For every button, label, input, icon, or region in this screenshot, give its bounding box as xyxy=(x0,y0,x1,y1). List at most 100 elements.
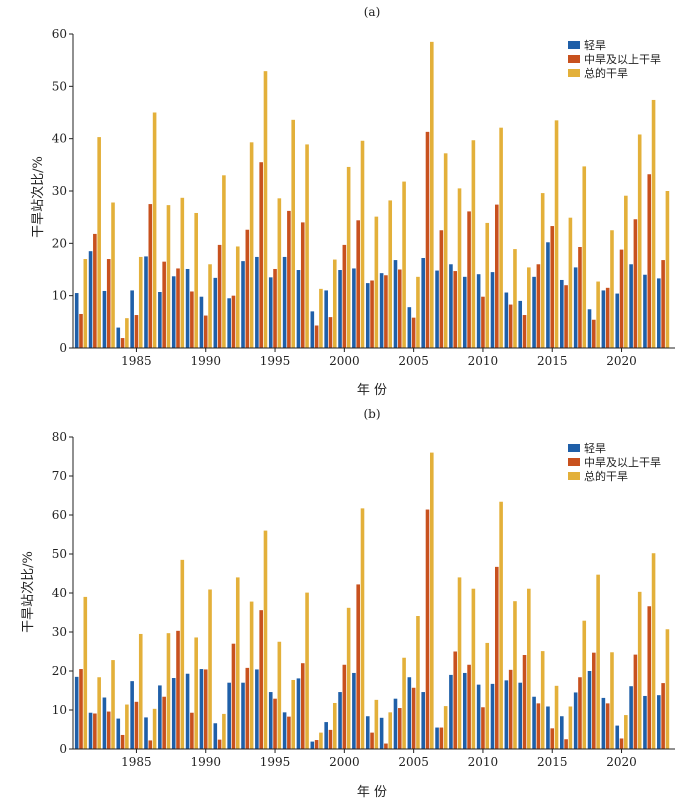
bar-3-2010 xyxy=(485,642,490,749)
bar-1-1982 xyxy=(88,712,93,749)
bar-3-2022 xyxy=(651,553,656,749)
chart-panel-b: (b) 0 10 20 30 40 50 60 70 80 1985 1990 1995 2000 200… xyxy=(20,407,675,800)
bar-2-1988 xyxy=(176,630,180,749)
bar-1-2020 xyxy=(615,725,620,749)
bar-3-2005 xyxy=(416,616,420,749)
legend-swatch-1 xyxy=(568,41,580,49)
bar-3-1981 xyxy=(83,596,88,749)
bar-1-1989 xyxy=(185,268,190,348)
bar-3-2023 xyxy=(665,629,670,749)
bar-3-1994 xyxy=(263,71,268,348)
bar-2-1999 xyxy=(328,729,333,749)
bar-3-1989 xyxy=(194,212,198,348)
bar-2-1993 xyxy=(245,229,250,348)
bar-1-1994 xyxy=(255,669,259,749)
bar-2-1988 xyxy=(176,268,180,348)
bar-2-2023 xyxy=(661,683,665,749)
bar-3-2021 xyxy=(637,134,642,348)
bar-3-2020 xyxy=(624,195,628,348)
bar-3-2015 xyxy=(554,685,559,749)
bar-2-1993 xyxy=(245,667,250,749)
bar-1-2015 xyxy=(546,242,550,348)
bar-1-2006 xyxy=(421,257,425,348)
bar-2-2015 xyxy=(550,226,555,348)
bar-1-2023 xyxy=(657,278,661,348)
bar-1-1999 xyxy=(324,722,328,749)
bar-3-2006 xyxy=(430,452,434,749)
bar-1-2002 xyxy=(365,716,370,749)
bar-1-1984 xyxy=(116,718,121,749)
bar-1-2013 xyxy=(518,300,523,348)
bar-2-1984 xyxy=(120,338,125,348)
bar-1-2013 xyxy=(518,682,523,749)
bar-2-1991 xyxy=(217,739,222,749)
bar-1-2002 xyxy=(365,283,370,348)
bar-2-1989 xyxy=(190,291,194,348)
bar-3-2009 xyxy=(471,140,476,348)
bar-2-2000 xyxy=(342,244,347,348)
bar-3-1983 xyxy=(111,660,115,749)
bar-2-2017 xyxy=(578,677,582,749)
y-tick-label: 10 xyxy=(52,703,67,717)
bar-2-2002 xyxy=(370,280,374,348)
bar-1-2019 xyxy=(601,290,606,348)
y-tick-label: 30 xyxy=(52,625,67,639)
bar-1-2012 xyxy=(504,292,509,348)
bar-1-2022 xyxy=(643,274,647,348)
bar-1-1995 xyxy=(268,277,273,348)
bar-2-2015 xyxy=(550,728,555,749)
bar-1-2009 xyxy=(462,672,467,749)
legend-swatch-3 xyxy=(568,472,580,480)
y-tick-label: 0 xyxy=(59,742,67,756)
bar-1-2022 xyxy=(643,695,647,749)
bar-1-1999 xyxy=(324,290,328,348)
bar-2-2009 xyxy=(467,664,471,749)
bar-1-1994 xyxy=(255,256,259,348)
bars-b xyxy=(74,452,670,749)
bar-2-2004 xyxy=(397,269,402,348)
legend-label-1: 轻旱 xyxy=(584,441,606,455)
bar-2-1997 xyxy=(300,222,305,348)
bar-2-2021 xyxy=(633,654,638,749)
bar-3-1990 xyxy=(208,589,212,749)
bar-1-2001 xyxy=(352,672,356,749)
bar-2-1982 xyxy=(93,713,97,749)
bar-2-1987 xyxy=(162,261,166,348)
bar-1-1985 xyxy=(130,681,134,749)
bar-2-2022 xyxy=(647,174,652,348)
ticks-a: 0 10 20 30 40 50 60 1985 1990 1995 2000 2005 2010 201… xyxy=(52,27,637,368)
bar-3-2009 xyxy=(471,588,476,749)
bar-1-2005 xyxy=(407,307,412,348)
y-tick-label: 30 xyxy=(52,184,67,198)
bar-3-2023 xyxy=(665,191,670,348)
bar-2-1992 xyxy=(231,643,236,749)
bar-3-1996 xyxy=(291,679,295,749)
bar-2-1990 xyxy=(203,669,208,749)
bar-2-2006 xyxy=(425,509,430,749)
bars-a xyxy=(74,41,670,349)
bar-3-2002 xyxy=(374,216,379,348)
bar-3-2012 xyxy=(513,601,517,749)
bar-3-2017 xyxy=(582,166,587,348)
bar-2-2012 xyxy=(508,669,513,749)
bar-1-2016 xyxy=(560,279,564,348)
bar-3-2020 xyxy=(624,715,628,749)
x-tick-label: 2005 xyxy=(398,354,429,368)
bar-2-1986 xyxy=(148,204,153,348)
bar-1-1985 xyxy=(130,290,134,348)
bar-3-1983 xyxy=(111,202,115,348)
bar-2-1991 xyxy=(217,244,222,348)
bar-3-1998 xyxy=(319,288,323,348)
bar-3-2013 xyxy=(527,588,531,749)
bar-1-1992 xyxy=(227,682,231,749)
bar-2-2012 xyxy=(508,304,513,348)
bar-3-1995 xyxy=(277,198,282,348)
x-tick-label: 1995 xyxy=(260,354,291,368)
bar-3-2013 xyxy=(527,267,531,348)
bar-2-2008 xyxy=(453,651,458,749)
y-tick-label: 50 xyxy=(52,79,67,93)
bar-2-1981 xyxy=(79,669,83,749)
bar-1-2021 xyxy=(629,264,633,348)
bar-2-1985 xyxy=(134,315,139,348)
legend-label-2: 中旱及以上干旱 xyxy=(584,456,661,469)
